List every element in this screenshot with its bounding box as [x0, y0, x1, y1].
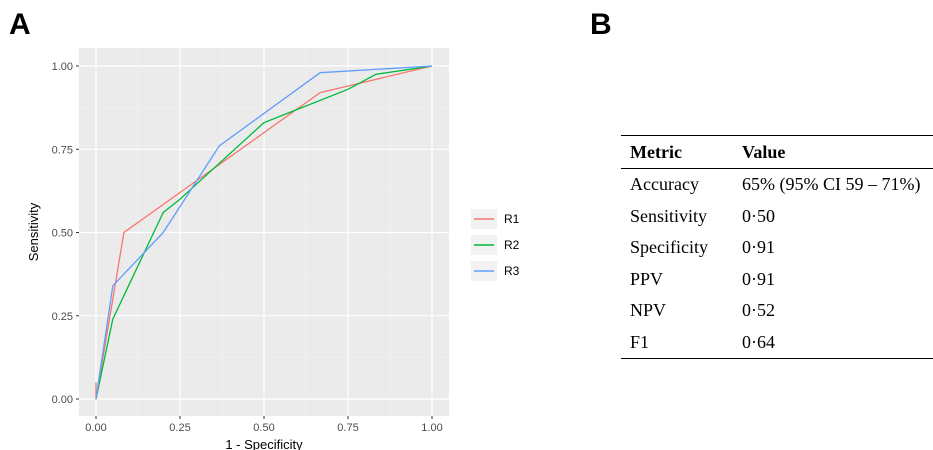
metric-name: F1	[630, 331, 650, 352]
y-tick-label: 0.75	[52, 144, 73, 156]
x-axis-title: 1 - Specificity	[225, 437, 303, 450]
metric-value: 0·52	[742, 300, 775, 321]
metric-value: 0·91	[742, 237, 775, 258]
grid-lines	[79, 48, 449, 416]
panel-label-b: B	[590, 8, 612, 41]
legend: R1 R2 R3	[471, 209, 520, 281]
metric-value: 0·50	[742, 205, 775, 226]
metric-name: NPV	[630, 300, 667, 321]
x-tick-label: 0.25	[169, 422, 190, 434]
metric-name: Sensitivity	[630, 205, 708, 226]
metric-name: PPV	[630, 268, 664, 289]
table-row: F1 0·64	[621, 327, 933, 359]
series-line-r2	[95, 65, 433, 400]
axis-ticks: 0.00 0.25 0.50 0.75 1.00 0.00 0.25 0.50 0.75 1.00	[52, 61, 443, 434]
table-row: Accuracy 65% (95% CI 59 – 71%)	[621, 169, 933, 201]
table-row: NPV 0·52	[621, 295, 933, 327]
series-line-r3	[95, 65, 433, 400]
metric-value: 0·64	[742, 331, 775, 352]
legend-label: R2	[504, 238, 520, 252]
series-lines	[95, 65, 433, 400]
metric-name: Specificity	[630, 237, 708, 258]
x-tick-label: 1.00	[421, 422, 442, 434]
panel-label-a: A	[9, 8, 31, 41]
series-line-r1	[95, 65, 433, 400]
legend-label: R1	[504, 212, 520, 226]
header-metric: Metric	[630, 141, 682, 162]
table-row: PPV 0·91	[621, 264, 933, 296]
y-tick-label: 1.00	[52, 61, 73, 73]
y-tick-label: 0.00	[52, 394, 73, 406]
y-tick-label: 0.50	[52, 228, 73, 240]
x-tick-label: 0.50	[253, 422, 274, 434]
metric-value: 65% (95% CI 59 – 71%)	[742, 174, 921, 195]
metric-name: Accuracy	[630, 174, 699, 195]
table-header-row: Metric Value	[621, 135, 933, 169]
legend-label: R3	[504, 264, 520, 278]
table-row: Specificity 0·91	[621, 232, 933, 264]
metric-value: 0·91	[742, 268, 775, 289]
table-row: Sensitivity 0·50	[621, 201, 933, 233]
y-axis-title: Sensitivity	[26, 202, 41, 261]
y-tick-label: 0.25	[52, 311, 73, 323]
x-tick-label: 0.75	[337, 422, 358, 434]
x-tick-label: 0.00	[85, 422, 106, 434]
header-value: Value	[742, 141, 786, 162]
roc-chart: 0.00 0.25 0.50 0.75 1.00 0.00 0.25 0.50 0.75 1.00…	[26, 48, 520, 450]
metrics-table: Metric Value Accuracy 65% (95% CI 59 – 7…	[621, 135, 933, 359]
